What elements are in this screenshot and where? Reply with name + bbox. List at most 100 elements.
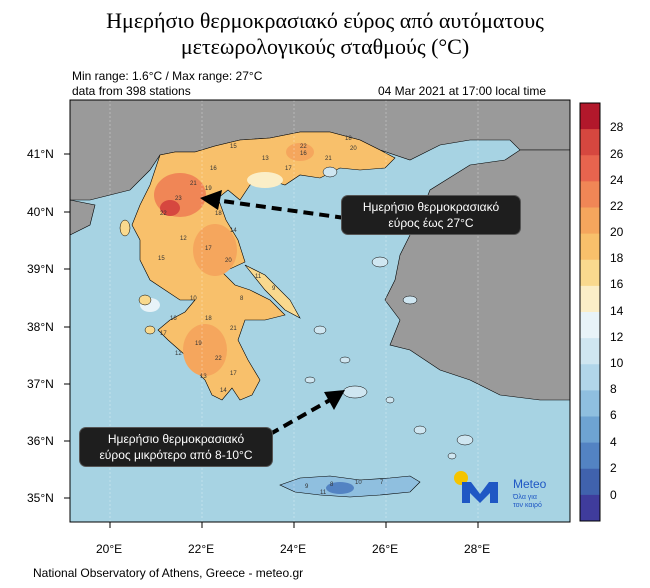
station-value: 20 [225,258,232,264]
colorbar-label: 20 [610,225,624,239]
callout-min-line1: Ημερήσιο θερμοκρασιακό [107,432,245,446]
ionian-islands [119,219,156,335]
lon-label: 24°E [280,542,307,556]
station-value: 18 [345,136,352,142]
footer-credit: National Observatory of Athens, Greece -… [33,566,304,580]
colorbar-segment [580,312,600,339]
station-value: 22 [160,211,167,217]
station-labels: 15 22 21 16 13 17 21 19 23 22 18 14 12 17 20 15 11 9 8 10 16… [158,136,384,496]
colorbar-label: 22 [610,199,624,213]
colorbar-label: 16 [610,277,624,291]
colorbar-segment [580,129,600,156]
colorbar-label: 10 [610,356,624,370]
station-value: 9 [305,484,309,490]
hot-spot [160,200,180,216]
lat-label: 38°N [27,320,54,334]
colorbar-segment [580,364,600,391]
station-value: 20 [350,146,357,152]
callout-max-line2: εύρος έως 27°C [388,216,474,230]
range-text: Min range: 1.6°C / Max range: 27°C [72,69,263,83]
station-value: 8 [330,482,334,488]
station-value: 13 [200,374,207,380]
colorbar-segment [580,442,600,470]
lon-label: 20°E [96,542,123,556]
logo-tagline: Όλα για τον καιρό [513,494,542,510]
station-value: 16 [210,166,217,172]
colorbar-segment [580,285,600,313]
callout-min-range: Ημερήσιο θερμοκρασιακό εύρος μικρότερο α… [80,428,272,466]
station-value: 22 [215,356,222,362]
station-value: 9 [272,286,276,292]
station-value: 13 [262,156,269,162]
timestamp-text: 04 Mar 2021 at 17:00 local time [378,84,547,98]
colorbar-label: 14 [610,304,624,318]
colorbar-label: 2 [610,461,617,475]
colorbar-label: 18 [610,251,624,265]
station-value: 11 [255,274,262,280]
colorbar-label: 8 [610,382,617,396]
station-value: 17 [160,331,167,337]
station-value: 18 [215,211,222,217]
colorbar-segment [580,416,600,444]
colorbar-segment [580,155,600,182]
colorbar-segment [580,103,600,130]
colorbar-label: 26 [610,147,624,161]
station-value: 10 [190,296,197,302]
colorbar-segment [580,207,600,235]
colorbar-segment [580,259,600,287]
lat-label: 41°N [27,147,54,161]
warm-zone-thessaly [193,224,237,276]
cool-zone-chalkidiki [247,172,283,188]
colorbar-frame [579,102,601,522]
colorbar-segment [580,468,600,496]
lon-label: 28°E [464,542,491,556]
colorbar-segment [580,390,600,417]
evia-island [244,264,301,319]
station-value: 10 [355,480,362,486]
station-value: 8 [240,296,244,302]
station-value: 14 [220,388,227,394]
station-value: 18 [205,316,212,322]
axis-ticks [64,153,479,528]
logo-tagline-2: τον καιρό [513,502,542,509]
station-value: 19 [195,341,202,347]
colorbar-label: 6 [610,408,617,422]
colorbar-segment [580,233,600,261]
colorbar [580,103,600,522]
lon-label: 26°E [372,542,399,556]
callout-min-line2: εύρος μικρότερο από 8-10°C [99,448,253,462]
colorbar-label: 0 [610,488,617,502]
colorbar-label: 28 [610,120,624,134]
station-value: 22 [300,144,307,150]
station-value: 17 [205,246,212,252]
station-value: 15 [158,256,165,262]
colorbar-label: 4 [610,435,617,449]
station-value: 21 [190,181,197,187]
colorbar-label: 12 [610,330,624,344]
station-value: 23 [175,196,182,202]
station-value: 15 [230,144,237,150]
station-value: 17 [230,371,237,377]
crete-cool-zone [326,482,354,494]
colorbar-label: 24 [610,173,624,187]
lat-label: 40°N [27,205,54,219]
warm-zone-peloponnese [183,324,227,376]
map-title-line1: Ημερήσιο θερμοκρασιακό εύρος από αυτόματ… [106,8,544,33]
warm-zone-macedonia [286,143,314,161]
station-value: 16 [170,316,177,322]
arrow-head-north [200,190,222,210]
station-value: 12 [180,236,187,242]
colorbar-segment [580,338,600,365]
colorbar-segment [580,181,600,208]
arrow-head-south [324,390,345,410]
callout-max-range: Ημερήσιο θερμοκρασιακό εύρος έως 27°C [342,196,520,234]
station-value: 21 [325,156,332,162]
station-value: 17 [285,166,292,172]
station-value: 12 [175,351,182,357]
logo-sun-icon [454,471,468,485]
lat-label: 35°N [27,491,54,505]
logo-m-icon [462,482,498,503]
lat-label: 39°N [27,262,54,276]
logo-tagline-1: Όλα για [513,494,537,501]
